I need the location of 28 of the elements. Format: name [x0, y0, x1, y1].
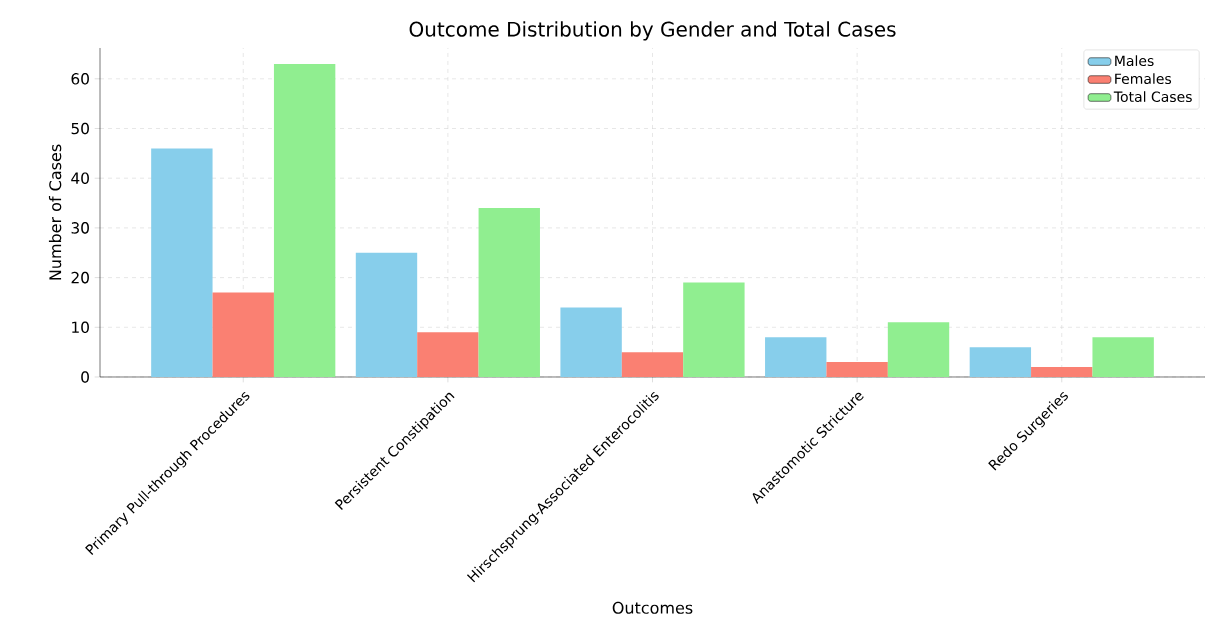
y-tick-label: 30	[71, 222, 89, 234]
bar	[621, 352, 684, 377]
y-tick-label: 20	[71, 271, 89, 284]
bar	[273, 63, 336, 377]
bar	[683, 282, 745, 377]
bar	[212, 292, 274, 377]
bar	[1092, 337, 1154, 377]
legend-label: Total Cases	[1113, 91, 1192, 103]
chart-title: Outcome Distribution by Gender and Total Cases	[409, 21, 896, 41]
bar	[478, 208, 540, 377]
bar	[355, 252, 418, 377]
legend-label: Females	[1115, 73, 1172, 85]
y-axis-title: Number of Cases	[48, 144, 62, 280]
bar	[560, 307, 622, 377]
y-tick-label: 0	[81, 371, 89, 383]
y-tick-label: 10	[72, 321, 89, 334]
y-tick-label: 40	[71, 172, 89, 184]
bar	[969, 347, 1032, 377]
bar	[887, 322, 950, 377]
bar	[151, 148, 213, 377]
y-tick-label: 60	[71, 73, 89, 85]
bar	[826, 362, 888, 377]
y-tick-label: 50	[71, 122, 89, 135]
legend-label: Males	[1115, 55, 1154, 67]
x-axis-title: Outcomes	[612, 601, 693, 614]
bar	[417, 332, 479, 377]
bar	[765, 337, 827, 377]
bar	[1031, 367, 1093, 377]
